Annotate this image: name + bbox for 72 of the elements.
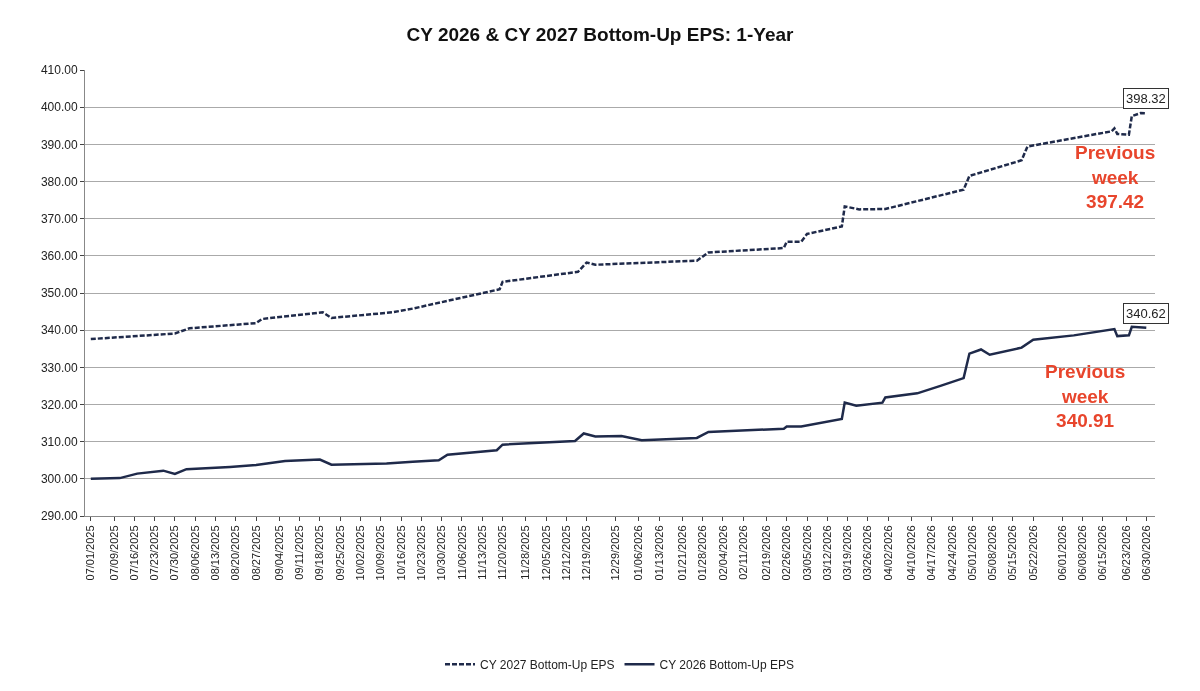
y-tick-label: 330.00	[40, 360, 78, 375]
x-tick-label: 02/19/2026	[760, 525, 773, 581]
x-tick-label: 09/11/2025	[293, 525, 306, 580]
x-tick-label: 09/04/2025	[272, 525, 285, 581]
x-tick-label: 07/23/2025	[148, 525, 161, 581]
x-tick-label: 07/09/2025	[107, 525, 120, 581]
x-tick-label: 06/30/2026	[1139, 525, 1152, 581]
x-tick-label: 11/28/2025	[519, 525, 532, 580]
x-tick-label: 08/27/2025	[249, 525, 262, 581]
x-tick-label: 11/20/2025	[496, 525, 509, 580]
x-tick-label: 11/06/2025	[455, 525, 468, 580]
annotation: 398.32	[1126, 91, 1166, 106]
x-tick-label: 11/13/2025	[475, 525, 488, 580]
y-tick-label: 400.00	[40, 100, 78, 115]
x-tick-label: 07/16/2025	[127, 525, 140, 581]
x-tick-label: 01/13/2026	[652, 525, 665, 581]
x-tick-label: 02/04/2026	[716, 525, 729, 581]
x-tick-label: 12/05/2025	[539, 525, 552, 581]
x-tick-label: 10/09/2025	[374, 525, 387, 581]
x-tick-label: 03/26/2026	[861, 525, 874, 581]
annotation: 340.62	[1126, 306, 1166, 321]
y-tick-label: 300.00	[40, 472, 78, 487]
x-tick-label: 08/13/2025	[209, 525, 222, 581]
x-tick-label: 06/08/2026	[1076, 525, 1089, 581]
x-tick-label: 07/01/2025	[84, 525, 97, 581]
chart-title: CY 2026 & CY 2027 Bottom-Up EPS: 1-Year	[406, 23, 795, 45]
legend-label: CY 2027 Bottom-Up EPS	[480, 657, 615, 672]
x-tick-label: 01/21/2026	[675, 525, 688, 581]
y-tick-label: 380.00	[40, 174, 78, 189]
x-tick-label: 02/11/2026	[736, 525, 749, 580]
x-tick-label: 04/17/2026	[925, 525, 938, 581]
x-tick-label: 07/30/2025	[168, 525, 181, 581]
x-tick-label: 03/12/2026	[820, 525, 833, 581]
x-tick-label: 10/30/2025	[435, 525, 448, 581]
annotation: Previous week 340.91	[1045, 361, 1126, 432]
x-tick-label: 12/29/2025	[609, 525, 622, 581]
y-tick-label: 410.00	[40, 63, 78, 78]
x-tick-label: 05/08/2026	[986, 525, 999, 581]
x-tick-label: 06/15/2026	[1096, 525, 1109, 581]
x-tick-label: 01/28/2026	[696, 525, 709, 581]
x-tick-label: 12/19/2025	[580, 525, 593, 581]
x-tick-label: 04/24/2026	[945, 525, 958, 581]
x-tick-label: 05/22/2026	[1026, 525, 1039, 581]
y-tick-label: 290.00	[40, 509, 78, 524]
x-tick-label: 03/19/2026	[841, 525, 854, 581]
x-tick-label: 10/16/2025	[394, 525, 407, 581]
y-tick-label: 370.00	[40, 211, 78, 226]
x-tick-label: 02/26/2026	[780, 525, 793, 581]
x-tick-label: 08/20/2025	[229, 525, 242, 581]
y-tick-label: 350.00	[40, 286, 78, 301]
x-tick-label: 09/25/2025	[333, 525, 346, 581]
x-tick-label: 06/01/2026	[1055, 525, 1068, 581]
x-tick-label: 03/05/2026	[800, 525, 813, 581]
legend-label: CY 2026 Bottom-Up EPS	[659, 657, 795, 672]
line-series	[89, 325, 1148, 481]
x-tick-label: 05/01/2026	[965, 525, 978, 581]
y-tick-label: 310.00	[40, 434, 78, 449]
x-tick-label: 12/12/2025	[559, 525, 572, 581]
x-tick-label: 01/06/2026	[632, 525, 645, 581]
y-tick-label: 360.00	[40, 249, 78, 264]
y-tick-label: 340.00	[40, 323, 78, 338]
x-tick-label: 05/15/2026	[1006, 525, 1019, 581]
x-tick-label: 09/18/2025	[313, 525, 326, 581]
annotation: Previous week 397.42	[1075, 142, 1156, 213]
x-tick-label: 04/10/2026	[904, 525, 917, 581]
x-tick-label: 08/06/2025	[188, 525, 201, 581]
x-tick-label: 04/02/2026	[881, 525, 894, 581]
y-tick-label: 390.00	[40, 137, 78, 152]
x-tick-label: 10/02/2025	[354, 525, 367, 581]
x-tick-label: 06/23/2026	[1119, 525, 1132, 581]
x-tick-label: 10/23/2025	[414, 525, 427, 581]
y-tick-label: 320.00	[40, 397, 78, 412]
